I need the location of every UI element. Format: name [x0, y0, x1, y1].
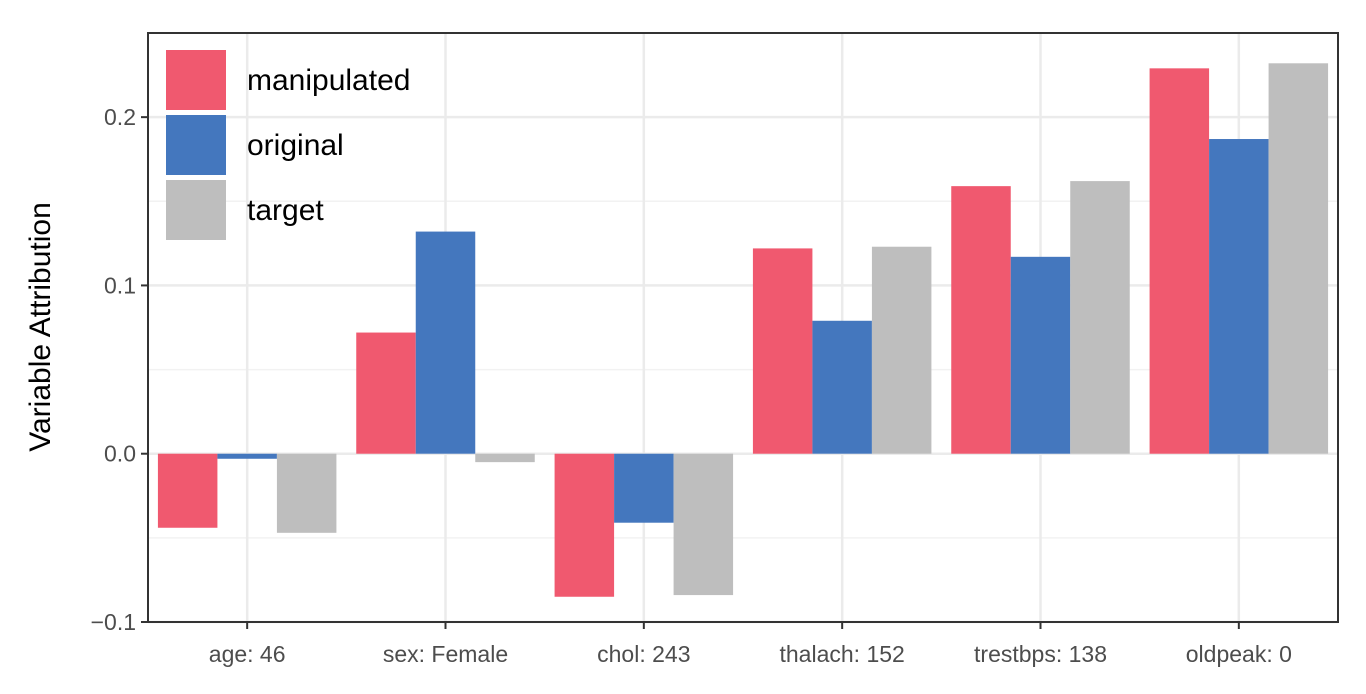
bar-original	[415, 231, 476, 454]
y-tick-label: 0.0	[104, 441, 136, 467]
y-tick-label: 0.1	[104, 272, 136, 298]
bar-target	[1070, 181, 1130, 454]
legend-label-target: target	[247, 194, 324, 227]
bar-original	[812, 320, 872, 454]
y-tick-label: −0.1	[91, 609, 136, 635]
bar-target	[871, 246, 932, 454]
x-axis: age: 46 sex: Female chol: 243 thalach: 152 t…	[209, 622, 1292, 667]
legend-key-original	[166, 115, 226, 175]
bar-original	[1010, 256, 1071, 454]
plot-border	[147, 32, 1339, 623]
bar-manipulated	[157, 453, 218, 528]
bar-target	[475, 453, 535, 463]
legend: manipulated original target	[166, 50, 410, 240]
x-tick-label: thalach: 152	[780, 641, 905, 667]
legend-label-manipulated: manipulated	[247, 64, 410, 97]
bar-original	[217, 453, 277, 459]
x-tick-label: oldpeak: 0	[1186, 641, 1292, 667]
x-tick-label: age: 46	[209, 641, 286, 667]
bars	[157, 63, 1329, 597]
bar-target	[673, 453, 734, 596]
y-axis-title: Variable Attribution	[24, 202, 57, 452]
legend-label-original: original	[247, 129, 344, 162]
bar-manipulated	[1149, 68, 1210, 454]
bar-original	[1209, 139, 1269, 454]
plot-panel	[148, 33, 1338, 622]
bar-target	[276, 453, 337, 533]
x-tick-label: sex: Female	[383, 641, 508, 667]
x-tick-label: trestbps: 138	[974, 641, 1107, 667]
bar-manipulated	[951, 186, 1011, 454]
y-tick-label: 0.2	[104, 104, 136, 130]
bar-manipulated	[356, 332, 416, 454]
bar-target	[1268, 63, 1329, 454]
y-axis: −0.1 0.0 0.1 0.2	[91, 104, 148, 635]
legend-key-manipulated	[166, 50, 226, 110]
bar-manipulated	[554, 453, 615, 597]
bar-original	[614, 453, 674, 523]
bar-manipulated	[752, 248, 813, 454]
x-tick-label: chol: 243	[597, 641, 690, 667]
legend-key-target	[166, 180, 226, 240]
